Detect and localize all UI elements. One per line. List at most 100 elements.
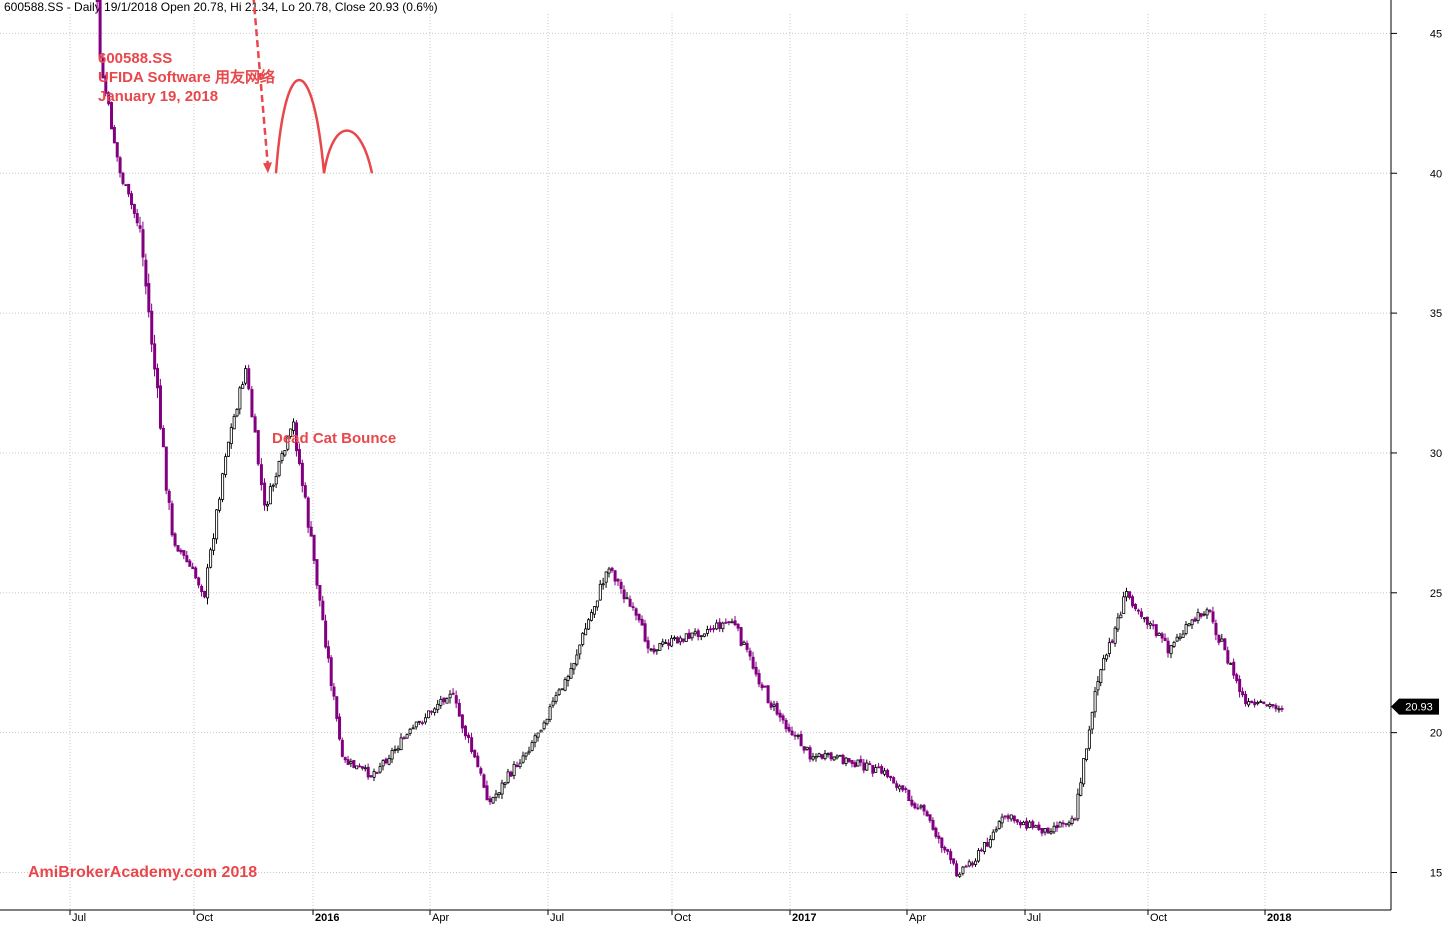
candle-body (101, 58, 105, 79)
candle-body (463, 725, 467, 737)
candle-body (332, 686, 336, 697)
candle-body (124, 184, 128, 187)
candle-body (1268, 704, 1272, 707)
candle-body (408, 728, 412, 734)
candle-body (649, 648, 653, 651)
candle-body (420, 722, 424, 725)
candle-body (699, 635, 703, 638)
candle-body (1217, 635, 1221, 643)
candle-body (712, 628, 716, 630)
candle-body (1133, 604, 1137, 610)
chart-title-date: January 19, 2018 (98, 88, 219, 105)
candle-body (1015, 819, 1019, 823)
candle-body (1139, 611, 1143, 617)
candle-body (1136, 609, 1140, 612)
candle-body (934, 827, 938, 837)
candle-body (835, 755, 839, 759)
candle-body (1090, 711, 1094, 730)
candle-body (203, 590, 207, 598)
candle-body (263, 482, 267, 506)
y-tick-label: 20 (1430, 728, 1442, 740)
candle-body (569, 668, 573, 679)
candle-body (527, 750, 531, 754)
candle-body (321, 600, 325, 621)
candle-body (280, 453, 284, 461)
candle-body (805, 746, 809, 750)
candle-body (646, 640, 650, 649)
candle-body (1235, 674, 1239, 682)
candle-body (387, 758, 391, 765)
candle-body (150, 310, 154, 345)
candle-body (1226, 650, 1230, 664)
candle-body (127, 183, 131, 195)
candle-body (690, 632, 694, 639)
candle-body (312, 534, 316, 561)
candle-body (886, 769, 890, 778)
candle-body (1256, 702, 1260, 705)
candle-body (718, 621, 722, 629)
candle-body (678, 637, 682, 643)
candle-body (715, 622, 719, 630)
candle-body (238, 387, 242, 410)
candle-body (1006, 815, 1010, 819)
candle-body (994, 829, 998, 832)
candle-body (901, 785, 905, 791)
candle-body (652, 648, 656, 653)
candle-body (1262, 701, 1266, 705)
candle-body (604, 571, 608, 583)
candle-body (445, 698, 449, 704)
candle-body (283, 450, 287, 456)
candle-body (826, 753, 830, 756)
candle-body (1220, 638, 1224, 642)
candle-body (613, 570, 617, 582)
candle-body (1009, 814, 1013, 820)
candle-body (548, 706, 552, 721)
candle-body (1131, 596, 1135, 607)
candle-body (292, 421, 296, 431)
candle-body (787, 726, 791, 732)
candle-body (1022, 821, 1026, 826)
last-price-label: 20.93 (1405, 702, 1433, 714)
candle-body (1202, 613, 1206, 616)
candle-body (772, 704, 776, 707)
candle-body (427, 710, 431, 719)
dead-cat-bounce-label: Dead Cat Bounce (272, 430, 397, 447)
candle-body (1046, 827, 1050, 834)
candle-body (369, 775, 373, 778)
candle-body (1096, 681, 1100, 691)
candle-body (256, 430, 260, 465)
candle-body (1274, 705, 1278, 710)
candle-body (1043, 828, 1047, 833)
candle-body (581, 632, 585, 645)
candle-body (244, 368, 248, 384)
candle-body (1208, 609, 1212, 612)
candle-body (315, 559, 319, 586)
candle-body (338, 716, 342, 740)
candle-body (423, 717, 427, 723)
candle-body (610, 567, 614, 571)
dead-cat-arrow (252, 0, 270, 168)
candle-body (937, 835, 941, 839)
candle-body (393, 748, 397, 751)
candle-body (964, 865, 968, 868)
candle-body (138, 225, 142, 229)
candle-body (1142, 617, 1146, 620)
candle-body (841, 754, 845, 765)
candle-body (850, 760, 854, 764)
candle-body (226, 441, 230, 457)
candle-body (1037, 824, 1041, 830)
candle-body (705, 629, 709, 634)
candle-body (170, 503, 174, 536)
candle-body (488, 798, 492, 803)
candle-body (661, 641, 665, 645)
candle-body (1253, 701, 1257, 706)
candle-body (346, 759, 350, 765)
candle-body (1280, 708, 1284, 710)
candle-body (616, 579, 620, 582)
candle-body (808, 747, 812, 760)
candle-body (158, 385, 162, 429)
candle-body (988, 839, 992, 848)
candle-body (156, 367, 160, 389)
candle-body (221, 473, 225, 500)
candle-body (640, 618, 644, 626)
